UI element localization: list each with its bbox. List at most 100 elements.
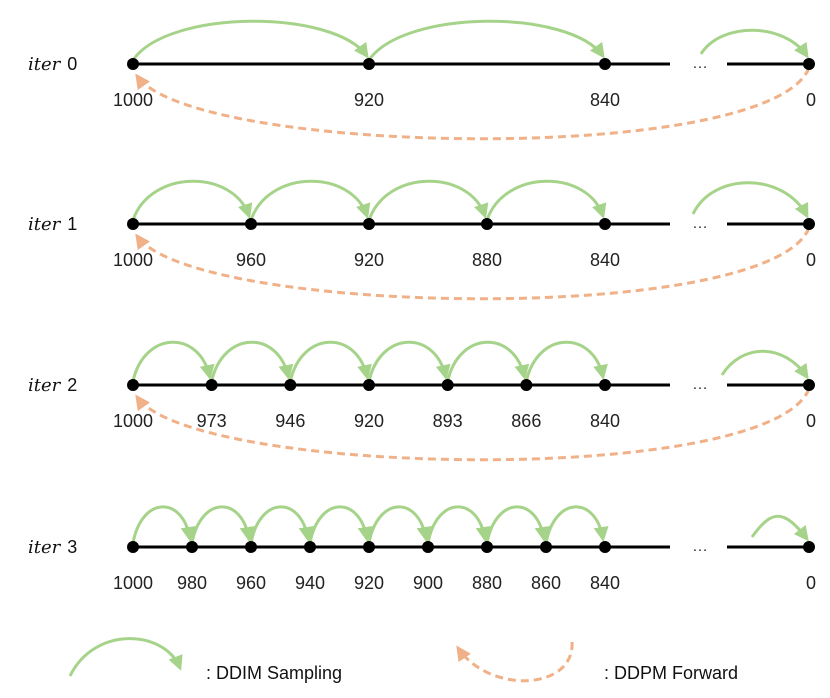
iteration-row-2: iter 2 … 1000 973 946 920 893 866 840 0	[28, 340, 816, 462]
timestep-label: 860	[531, 573, 561, 593]
iteration-label-prefix: iter	[28, 375, 62, 396]
ddpm-forward-arc	[135, 227, 811, 301]
iteration-row-0: iter 0 …1000 920 840 0	[28, 19, 816, 141]
timestep-label: 900	[413, 573, 443, 593]
timestep-node	[803, 379, 815, 391]
legend-forward-arrow	[456, 641, 574, 683]
timestep-label: 0	[806, 90, 816, 110]
legend: : DDIM Sampling : DDPM Forward	[68, 637, 738, 683]
timestep-label: 840	[590, 411, 620, 431]
ddim-sampling-arc	[249, 505, 314, 544]
iteration-label-prefix: iter	[28, 214, 62, 235]
ddim-sampling-arc	[367, 340, 451, 382]
timestep-label: 1000	[113, 573, 153, 593]
iteration-row-1: iter 1 … 1000 960 920 880 840 0	[28, 179, 816, 301]
iteration-label-number: 0	[67, 54, 77, 74]
timestep-node	[127, 58, 139, 70]
timestep-node	[363, 58, 375, 70]
ddim-sampling-arc	[131, 505, 196, 544]
timestep-label: 893	[433, 411, 463, 431]
timestep-label: 920	[354, 250, 384, 270]
timestep-label: 840	[590, 573, 620, 593]
ddim-sampling-arc	[367, 19, 605, 61]
timestep-label: 0	[806, 411, 816, 431]
timestep-node	[363, 541, 375, 553]
timestep-label: 1000	[113, 90, 153, 110]
iteration-label-number: 3	[67, 537, 77, 557]
timestep-label: 880	[472, 573, 502, 593]
timestep-node	[304, 541, 316, 553]
timestep-label: 980	[177, 573, 207, 593]
ddpm-forward-arc	[135, 67, 811, 141]
timestep-label: 946	[275, 411, 305, 431]
timestep-node	[363, 379, 375, 391]
timestep-node	[363, 218, 375, 230]
timestep-label: 960	[236, 573, 266, 593]
timestep-node	[481, 218, 493, 230]
ddpm-forward-arc	[135, 388, 811, 462]
ddim-sampling-arc	[210, 340, 294, 382]
ellipsis-marker: …	[692, 215, 708, 232]
ellipsis-marker: …	[692, 376, 708, 393]
timestep-node	[520, 379, 533, 391]
timestep-label: 0	[806, 573, 816, 593]
iteration-label-number: 2	[67, 375, 77, 395]
timestep-node	[599, 379, 611, 391]
ddim-sampling-arc	[131, 19, 369, 61]
timestep-node	[284, 379, 297, 391]
ddim-sampling-arc-final	[750, 514, 809, 542]
ddim-sampling-arc	[544, 505, 609, 544]
iteration-label: iter 3	[28, 537, 77, 558]
timestep-label: 960	[236, 250, 266, 270]
timestep-node	[186, 541, 198, 553]
timestep-node	[245, 218, 257, 230]
ddim-sampling-arc	[524, 340, 608, 382]
legend-forward-label: : DDPM Forward	[604, 663, 738, 683]
ddim-sampling-arc	[131, 179, 253, 221]
timestep-node	[127, 541, 139, 553]
timestep-label: 920	[354, 573, 384, 593]
ddim-sampling-arc	[308, 505, 373, 544]
timestep-node	[803, 218, 815, 230]
timestep-node	[803, 58, 815, 70]
timestep-node	[481, 541, 493, 553]
ddim-sampling-arc-final	[691, 181, 809, 219]
timestep-node	[441, 379, 454, 391]
ddim-sampling-arc	[426, 505, 491, 544]
timestep-node	[422, 541, 434, 553]
ddim-sampling-arc	[485, 505, 550, 544]
timestep-node	[127, 379, 139, 391]
ddim-sampling-arc	[485, 179, 607, 221]
timestep-label: 840	[590, 90, 620, 110]
ellipsis-marker: …	[692, 55, 708, 72]
iteration-label: iter 0	[28, 54, 77, 75]
iteration-label: iter 2	[28, 375, 77, 396]
iteration-label-number: 1	[67, 214, 77, 234]
legend-sampling-arrow	[68, 637, 183, 677]
timestep-label: 866	[511, 411, 541, 431]
ddim-sampling-arc	[249, 179, 371, 221]
timestep-node	[205, 379, 218, 391]
ddim-sampling-arc	[367, 179, 489, 221]
ddim-sampling-arc-final	[699, 28, 809, 59]
timestep-label: 880	[472, 250, 502, 270]
iteration-label-prefix: iter	[28, 54, 62, 75]
iteration-label-prefix: iter	[28, 537, 62, 558]
timestep-node	[540, 541, 552, 553]
timestep-node	[245, 541, 257, 553]
legend-sampling-label: : DDIM Sampling	[206, 663, 342, 683]
timestep-label: 920	[354, 411, 384, 431]
ddim-sampling-arc-final	[720, 349, 809, 380]
timestep-label: 840	[590, 250, 620, 270]
iteration-row-3: iter 3 … 1000 980 960 940 920 900 880 860 840 0	[28, 505, 816, 593]
timestep-node	[803, 541, 815, 553]
ellipsis-marker: …	[692, 538, 708, 555]
timestep-label: 973	[197, 411, 227, 431]
ddim-sampling-arc	[190, 505, 255, 544]
iteration-label: iter 1	[28, 214, 77, 235]
timestep-label: 920	[354, 90, 384, 110]
timestep-label: 1000	[113, 411, 153, 431]
ddim-sampling-arc	[288, 340, 372, 382]
